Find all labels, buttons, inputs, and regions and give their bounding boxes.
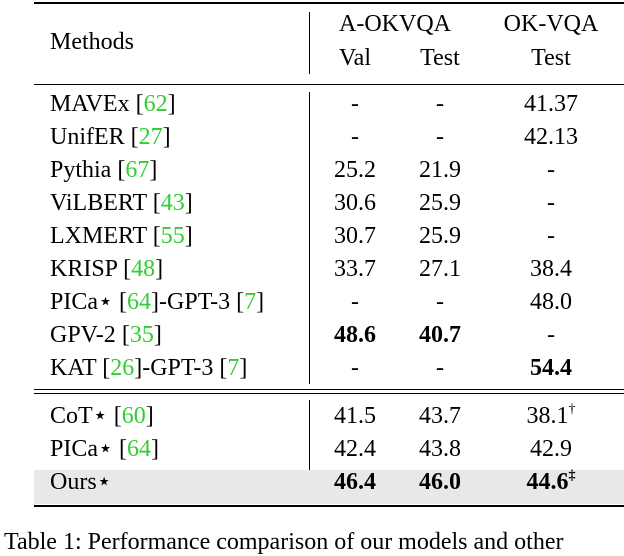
body-divider	[309, 92, 310, 384]
table-caption: Table 1: Performance comparison of our m…	[4, 529, 564, 555]
value-test: -	[436, 124, 444, 150]
method-name: KAT [26]-GPT-3 [7]	[50, 355, 248, 381]
method-label: PICa⋆	[50, 289, 114, 315]
method-name: PICa⋆ [64]	[50, 436, 160, 462]
footnote-mark: ‡	[568, 468, 576, 483]
value-val: 33.7	[334, 256, 376, 282]
method-name: LXMERT [55]	[50, 223, 193, 249]
value-test: -	[436, 91, 444, 117]
value-val: 30.6	[334, 190, 376, 216]
header-rule	[34, 84, 624, 85]
header-group-aokvqa: A-OKVQA	[339, 11, 451, 37]
lower-divider	[309, 400, 310, 504]
value-val: 42.4	[334, 436, 376, 462]
method-label: PICa⋆	[50, 436, 114, 462]
value-test: 25.9	[419, 190, 461, 216]
value-test: 46.0	[419, 469, 461, 495]
header-col-val: Val	[339, 45, 371, 71]
value-test: 25.9	[419, 223, 461, 249]
value-val: -	[351, 289, 359, 315]
method-name: GPV-2 [35]	[50, 322, 162, 348]
value-val: 48.6	[334, 322, 376, 348]
value-ok: 41.37	[524, 91, 578, 117]
value-test: 21.9	[419, 157, 461, 183]
method-label: GPV-2	[50, 322, 116, 348]
value-ok: 42.13	[524, 124, 578, 150]
value-test: -	[436, 289, 444, 315]
value-test: 40.7	[419, 322, 461, 348]
value-ok: 54.4	[530, 355, 572, 381]
value-ok: 42.9	[530, 436, 572, 462]
method-label: CoT⋆	[50, 403, 108, 429]
citation-link[interactable]: 62	[143, 91, 168, 117]
value-val: -	[351, 355, 359, 381]
method-label: ViLBERT	[50, 190, 147, 216]
value-val: 41.5	[334, 403, 376, 429]
method-label: UnifER	[50, 124, 125, 150]
citation-link[interactable]: 43	[160, 190, 185, 216]
citation-link[interactable]: 7	[244, 289, 257, 315]
value-ok: 44.6‡	[526, 468, 576, 495]
value-test: 27.1	[419, 256, 461, 282]
method-label: LXMERT	[50, 223, 147, 249]
citation-link[interactable]: 48	[131, 256, 156, 282]
value-val: 25.2	[334, 157, 376, 183]
citation-link[interactable]: 55	[160, 223, 185, 249]
value-val: -	[351, 91, 359, 117]
value-val: 30.7	[334, 223, 376, 249]
method-name: Pythia [67]	[50, 157, 158, 183]
citation-link[interactable]: 60	[121, 403, 146, 429]
value-test: 43.8	[419, 436, 461, 462]
baseline-rule	[34, 389, 624, 390]
citation-link[interactable]: 64	[127, 289, 152, 315]
header-col-test-okvqa: Test	[531, 45, 571, 71]
bottom-rule	[34, 505, 624, 507]
citation-link[interactable]: 27	[138, 124, 163, 150]
method-name: Ours⋆	[50, 468, 112, 496]
method-label: Pythia	[50, 157, 112, 183]
value-test: -	[436, 355, 444, 381]
method-name: UnifER [27]	[50, 124, 171, 150]
method-label: KRISP	[50, 256, 118, 282]
citation-link[interactable]: 7	[227, 355, 240, 381]
value-val: 46.4	[334, 469, 376, 495]
citation-link[interactable]: 26	[110, 355, 135, 381]
footnote-mark: †	[568, 402, 576, 417]
value-ok: 48.0	[530, 289, 572, 315]
ours-row-highlight	[34, 470, 624, 504]
value-ok: -	[547, 322, 555, 348]
header-col-test-aokvqa: Test	[420, 45, 460, 71]
value-test: 43.7	[419, 403, 461, 429]
header-group-okvqa: OK-VQA	[503, 11, 599, 37]
value-ok: 38.4	[530, 256, 572, 282]
method-name: CoT⋆ [60]	[50, 403, 154, 429]
method-name: ViLBERT [43]	[50, 190, 193, 216]
method-label: MAVEx	[50, 91, 130, 117]
method-label: Ours⋆	[50, 469, 112, 495]
value-ok: -	[547, 157, 555, 183]
method-name: KRISP [48]	[50, 256, 164, 282]
citation-link[interactable]: 67	[125, 157, 150, 183]
method-name: PICa⋆ [64]-GPT-3 [7]	[50, 289, 265, 315]
header-divider	[309, 12, 310, 74]
value-ok: -	[547, 190, 555, 216]
value-val: -	[351, 124, 359, 150]
method-label: KAT	[50, 355, 97, 381]
section-rule	[34, 393, 624, 394]
citation-link[interactable]: 64	[127, 436, 152, 462]
citation-link[interactable]: 35	[129, 322, 154, 348]
value-ok: -	[547, 223, 555, 249]
method-name: MAVEx [62]	[50, 91, 176, 117]
header-methods: Methods	[50, 29, 134, 55]
value-ok: 38.1†	[526, 402, 576, 429]
top-rule	[34, 2, 624, 4]
